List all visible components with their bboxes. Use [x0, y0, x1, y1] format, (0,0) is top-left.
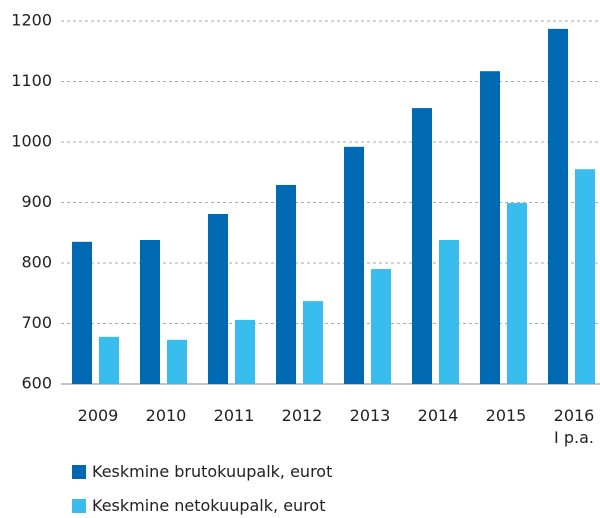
legend-swatch: [72, 498, 86, 513]
bar: [548, 28, 568, 385]
y-tick-label: 900: [21, 192, 52, 211]
bar: [235, 319, 255, 384]
bar: [208, 213, 228, 384]
x-tick-label: 2015: [485, 406, 527, 425]
x-tick-label: 2016 I p.a.: [553, 406, 595, 447]
y-tick-label: 1100: [11, 71, 52, 90]
y-tick-label: 800: [21, 253, 52, 272]
x-tick-label: 2011: [213, 406, 255, 425]
legend-item: Keskmine netokuupalk, eurot: [72, 496, 325, 515]
bar: [276, 184, 296, 384]
y-tick-label: 700: [21, 313, 52, 332]
bar: [344, 146, 364, 384]
bar: [303, 301, 323, 384]
bar: [480, 71, 500, 384]
bar: [72, 241, 92, 384]
bar: [507, 203, 527, 384]
x-tick-label: 2013: [349, 406, 391, 425]
x-tick-label: 2010: [145, 406, 187, 425]
x-tick-label: 2014: [417, 406, 459, 425]
bar: [439, 240, 459, 384]
x-tick-label: 2012: [281, 406, 323, 425]
bar: [99, 336, 119, 384]
legend-swatch: [72, 464, 86, 479]
legend-label: Keskmine netokuupalk, eurot: [92, 496, 326, 515]
y-tick-label: 1200: [11, 11, 52, 30]
bar: [371, 269, 391, 384]
legend-item: Keskmine brutokuupalk, eurot: [72, 462, 332, 481]
bar: [575, 169, 595, 384]
bar: [167, 339, 187, 384]
bar: [412, 108, 432, 385]
y-tick-label: 600: [21, 374, 52, 393]
y-tick-label: 1000: [11, 132, 52, 151]
bar: [140, 240, 160, 384]
legend-label: Keskmine brutokuupalk, eurot: [92, 462, 333, 481]
x-tick-label: 2009: [77, 406, 119, 425]
